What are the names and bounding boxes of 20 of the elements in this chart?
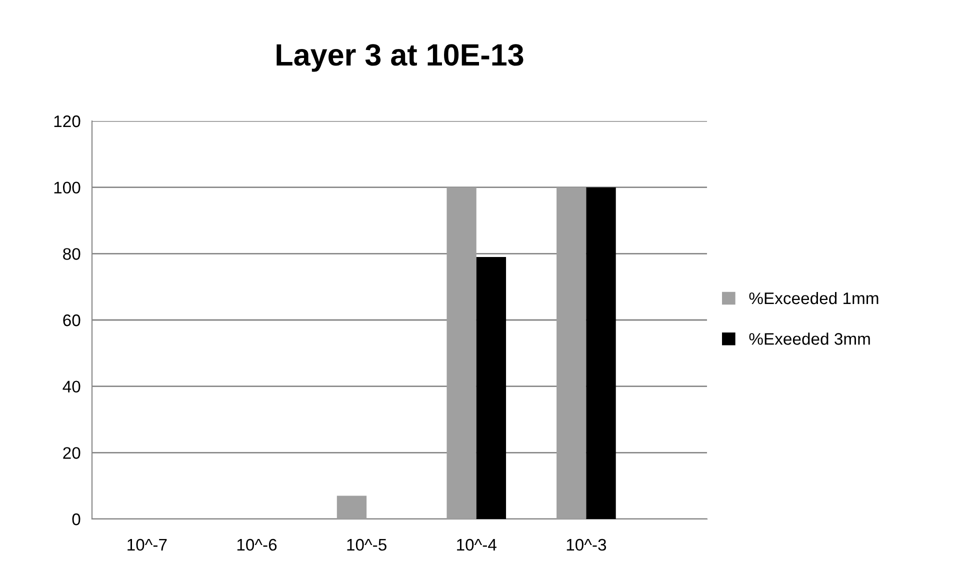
bar — [446, 187, 476, 519]
x-tick-label: 10^-6 — [237, 538, 277, 551]
bar — [586, 187, 616, 519]
x-tick-label: 10^-7 — [128, 538, 167, 551]
x-tick-label: 10^-4 — [457, 538, 496, 551]
bar — [336, 496, 367, 519]
x-tick-label: 10^-5 — [347, 538, 386, 551]
y-tick-label: 100 — [54, 182, 80, 194]
y-tick-label: 40 — [62, 380, 80, 393]
y-tick-label: 0 — [72, 513, 80, 526]
bar — [556, 187, 586, 519]
x-tick-label: 10^-3 — [566, 538, 606, 551]
y-tick-label: 60 — [63, 314, 80, 326]
y-tick-label: 20 — [63, 447, 80, 459]
bar — [476, 256, 506, 519]
legend-label: %Exeeded 3mm — [749, 332, 870, 345]
legend-label: %Exceeded 1mm — [749, 292, 878, 304]
y-tick-label: 120 — [54, 115, 80, 128]
y-tick-label: 80 — [63, 248, 80, 260]
chart-title: Layer 3 at 10E-13 — [276, 44, 524, 72]
